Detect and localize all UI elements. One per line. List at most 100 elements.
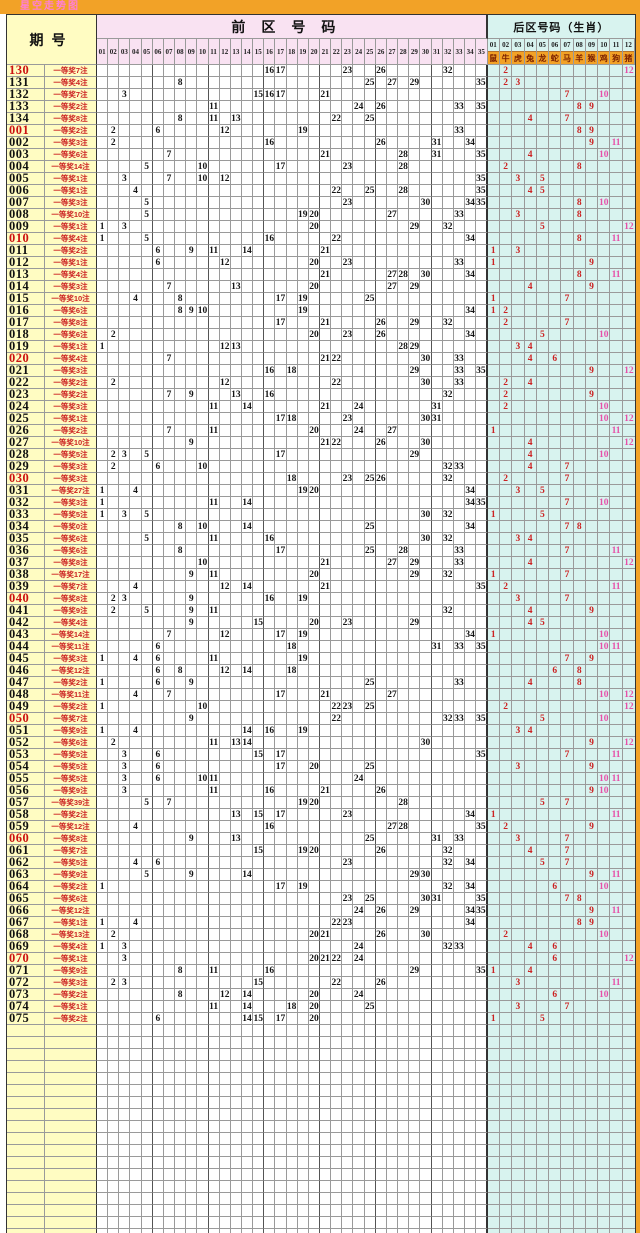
front-empty-cell <box>97 1097 109 1109</box>
back-empty-cell <box>512 137 525 149</box>
back-empty-cell <box>512 461 525 473</box>
back-empty-cell <box>598 809 611 821</box>
back-empty-cell <box>512 101 525 113</box>
front-empty-cell <box>219 965 231 977</box>
front-empty-cell <box>163 185 176 197</box>
front-empty-cell <box>152 869 164 881</box>
front-number-cell: 19 <box>297 209 309 221</box>
front-number-cell: 17 <box>275 689 287 701</box>
front-empty-cell <box>342 821 354 833</box>
front-empty-cell <box>420 209 432 221</box>
front-empty-cell <box>453 389 466 401</box>
front-empty-cell <box>375 401 387 413</box>
front-empty-cell <box>119 281 131 293</box>
front-empty-cell <box>453 653 466 665</box>
back-empty-cell <box>487 89 500 101</box>
front-empty-cell <box>253 1133 265 1145</box>
back-number-cell: 2 <box>499 77 513 89</box>
front-number-cell: 20 <box>308 569 321 581</box>
front-empty-cell <box>219 185 231 197</box>
back-empty-cell <box>524 869 537 881</box>
front-empty-cell <box>353 1025 365 1037</box>
front-empty-cell <box>320 725 332 737</box>
front-empty-cell <box>409 797 421 809</box>
back-col-header-12: 12 猪 <box>622 39 635 65</box>
front-empty-cell <box>97 101 109 113</box>
front-empty-cell <box>119 485 131 497</box>
front-empty-cell <box>375 605 387 617</box>
front-empty-cell <box>453 1037 466 1049</box>
front-empty-cell <box>342 353 354 365</box>
back-empty-cell <box>512 581 525 593</box>
front-empty-cell <box>152 725 164 737</box>
front-empty-cell <box>320 521 332 533</box>
front-number-cell: 17 <box>275 89 287 101</box>
front-empty-cell <box>230 1181 242 1193</box>
front-empty-cell <box>286 845 298 857</box>
front-empty-cell <box>197 545 209 557</box>
back-empty-cell <box>598 461 611 473</box>
front-empty-cell <box>197 593 209 605</box>
front-empty-cell <box>431 905 443 917</box>
front-empty-cell <box>175 689 187 701</box>
front-empty-cell <box>353 389 365 401</box>
front-empty-cell <box>431 317 443 329</box>
front-empty-cell <box>264 1025 276 1037</box>
back-col-number-10: 10 <box>598 39 610 52</box>
front-empty-cell <box>297 281 309 293</box>
front-empty-cell <box>375 233 387 245</box>
front-empty-cell <box>331 317 343 329</box>
front-empty-cell <box>219 161 231 173</box>
front-empty-cell <box>163 161 176 173</box>
front-number-cell: 8 <box>175 965 187 977</box>
front-empty-cell <box>275 917 287 929</box>
back-empty-cell <box>598 1193 611 1205</box>
front-empty-cell <box>264 1193 276 1205</box>
front-empty-cell <box>97 1109 109 1121</box>
front-empty-cell <box>152 1025 164 1037</box>
front-empty-cell <box>264 773 276 785</box>
front-empty-cell <box>375 161 387 173</box>
front-empty-cell <box>476 1229 488 1233</box>
front-empty-cell <box>308 401 321 413</box>
back-empty-cell <box>512 437 525 449</box>
back-empty-cell <box>536 1133 550 1145</box>
front-empty-cell <box>108 173 120 185</box>
back-empty-cell <box>549 293 562 305</box>
back-empty-cell <box>524 1205 537 1217</box>
front-empty-cell <box>398 65 410 77</box>
front-empty-cell <box>241 545 254 557</box>
front-empty-cell <box>97 317 109 329</box>
front-empty-cell <box>264 713 276 725</box>
front-empty-cell <box>208 701 220 713</box>
front-empty-cell <box>286 293 298 305</box>
front-empty-cell <box>119 1013 131 1025</box>
front-empty-cell <box>230 545 242 557</box>
front-empty-cell <box>375 1217 387 1229</box>
front-empty-cell <box>297 641 309 653</box>
back-empty-cell <box>549 137 562 149</box>
front-number-cell: 7 <box>163 281 176 293</box>
back-empty-cell <box>573 149 586 161</box>
front-empty-cell <box>353 89 365 101</box>
front-number-cell: 14 <box>241 737 254 749</box>
front-empty-cell <box>119 1181 131 1193</box>
front-empty-cell <box>386 161 399 173</box>
front-empty-cell <box>431 365 443 377</box>
issue-number-062: 062 <box>7 855 45 869</box>
back-number-cell: 4 <box>524 437 537 449</box>
front-empty-cell <box>141 845 153 857</box>
front-empty-cell <box>163 617 176 629</box>
front-empty-cell <box>398 365 410 377</box>
back-empty-cell <box>573 1121 586 1133</box>
back-empty-cell <box>585 725 599 737</box>
front-empty-cell <box>186 461 198 473</box>
front-empty-cell <box>264 185 276 197</box>
front-empty-cell <box>386 845 399 857</box>
front-number-cell: 24 <box>353 953 365 965</box>
front-empty-cell <box>241 473 254 485</box>
front-empty-cell <box>431 881 443 893</box>
back-empty-cell <box>487 845 500 857</box>
front-number-cell: 16 <box>264 785 276 797</box>
front-empty-cell <box>264 917 276 929</box>
